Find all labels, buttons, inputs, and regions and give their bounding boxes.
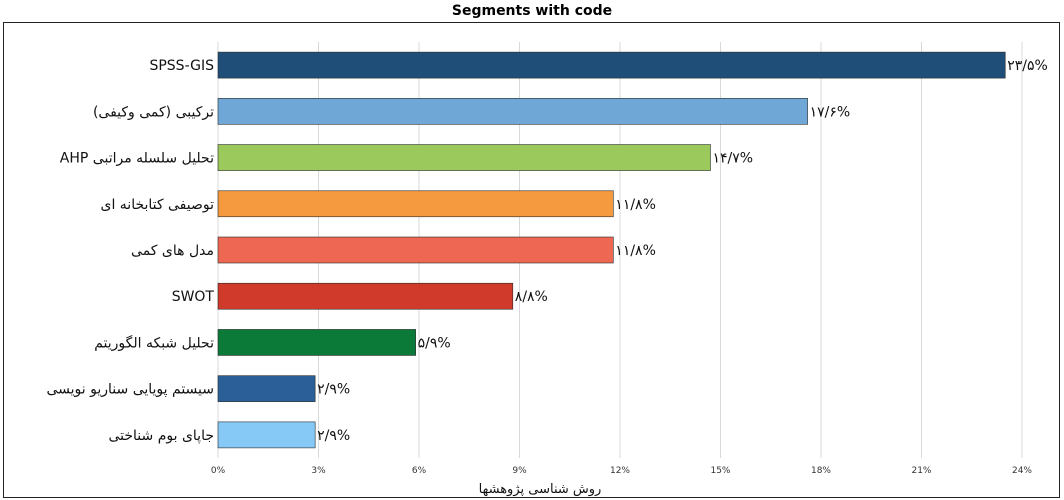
category-label: SPSS-GIS bbox=[149, 58, 214, 74]
data-label: ۲/۹% bbox=[317, 428, 350, 444]
bar bbox=[217, 282, 514, 310]
bar bbox=[217, 329, 416, 356]
value-labels: ۲۳/۵% ۱۷/۶% ۱۴/۷% ۱۱/۸% ۱۱/۸% ۸/۸% ۵/۹% ۲/۹% ۲/۹… bbox=[317, 58, 1048, 444]
chart-title: Segments with code bbox=[451, 3, 613, 19]
data-label: ۱۱/۸% bbox=[615, 243, 656, 259]
category-label: SWOT bbox=[172, 289, 215, 305]
category-label: سیستم پویایی سناریو نویسی bbox=[47, 382, 215, 398]
x-tick-label: 24% bbox=[1012, 466, 1032, 476]
category-label: جاپای بوم شناختی bbox=[108, 428, 214, 444]
data-label: ۲/۹% bbox=[317, 382, 350, 398]
category-labels: SPSS-GIS ترکیبی (کمی وکیفی) AHP تحلیل سلسل… bbox=[47, 58, 215, 444]
bar bbox=[217, 51, 1006, 79]
bar bbox=[217, 144, 711, 171]
category-label: AHP تحلیل سلسله مراتبی bbox=[60, 151, 214, 167]
x-axis-label: روش شناسی پژوهشها bbox=[479, 482, 602, 497]
x-tick-label: 21% bbox=[911, 466, 931, 476]
bars bbox=[217, 51, 1006, 449]
data-label: ۵/۹% bbox=[418, 335, 451, 351]
data-label: ۱۴/۷% bbox=[712, 151, 753, 167]
bar bbox=[217, 98, 808, 125]
bar bbox=[217, 236, 614, 264]
data-label: ۱۱/۸% bbox=[615, 197, 656, 213]
bar bbox=[217, 190, 614, 218]
x-tick-label: 9% bbox=[512, 466, 527, 476]
x-tick-labels: 0% 3% 6% 9% 12% 15% 18% 21% 24% bbox=[211, 466, 1033, 476]
x-tick-label: 0% bbox=[211, 466, 226, 476]
category-label: مدل های کمی bbox=[131, 243, 214, 259]
x-tick-label: 18% bbox=[811, 466, 831, 476]
x-tick-label: 3% bbox=[311, 466, 326, 476]
data-label: ۱۷/۶% bbox=[810, 104, 851, 120]
data-label: ۸/۸% bbox=[515, 289, 548, 305]
x-tick-label: 6% bbox=[412, 466, 427, 476]
category-label: تحلیل شبکه الگوریتم bbox=[94, 334, 214, 351]
bar bbox=[217, 375, 316, 402]
category-label: توصیفی کتابخانه ای bbox=[101, 197, 215, 213]
x-tick-label: 12% bbox=[610, 466, 630, 476]
category-label: ترکیبی (کمی وکیفی) bbox=[93, 104, 214, 120]
x-tick-label: 15% bbox=[710, 466, 730, 476]
data-label: ۲۳/۵% bbox=[1007, 58, 1048, 74]
bar bbox=[217, 421, 316, 449]
